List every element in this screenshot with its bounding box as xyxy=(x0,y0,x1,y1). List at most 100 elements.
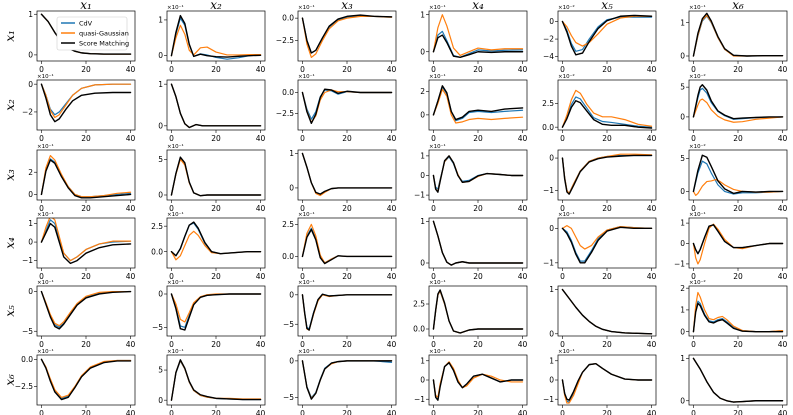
series-line-quasi-gaussian xyxy=(432,361,524,398)
y-tick-label: 0 xyxy=(549,376,554,385)
row-label: x₆ xyxy=(3,374,17,386)
x-tick-label: 40 xyxy=(518,134,528,143)
legend: CdV quasi-Gaussian Score Matching xyxy=(56,16,129,51)
series-line-score-matching xyxy=(301,293,393,331)
axis-multiplier: ×10⁻² xyxy=(689,143,706,150)
series-line-score-matching xyxy=(301,14,393,54)
y-tick-label: 5 xyxy=(680,83,685,92)
series-line-quasi-gaussian xyxy=(170,359,262,401)
y-tick-label: −1 xyxy=(414,395,425,404)
x-tick-label: 0 xyxy=(39,272,44,281)
y-tick-label: 0 xyxy=(28,238,33,247)
series-line-score-matching xyxy=(432,155,524,193)
x-tick-label: 40 xyxy=(778,204,788,213)
axis-multiplier: ×10⁻¹ xyxy=(298,73,315,80)
y-tick-label: 0.0 xyxy=(282,252,294,261)
series-line-score-matching xyxy=(170,293,262,331)
axis-multiplier: ×10⁻¹ xyxy=(37,279,54,286)
x-tick-label: 40 xyxy=(518,340,528,349)
x-tick-label: 0 xyxy=(39,340,44,349)
series-line-quasi-gaussian xyxy=(40,154,132,198)
y-tick-label: 0 xyxy=(28,287,33,296)
row-label: x₁ xyxy=(3,30,17,42)
series-line-cdv xyxy=(432,220,524,266)
y-tick-label: 0 xyxy=(549,154,554,163)
y-tick-label: 2.5 xyxy=(151,222,163,231)
x-tick-label: 20 xyxy=(602,204,612,213)
y-tick-label: 0 xyxy=(28,80,33,89)
column-title: x₆ xyxy=(732,0,744,12)
series-line-score-matching xyxy=(170,359,262,401)
row-label: x₅ xyxy=(3,305,17,317)
x-tick-label: 20 xyxy=(342,204,352,213)
y-tick-label: −1 xyxy=(543,186,554,195)
x-tick-label: 40 xyxy=(387,134,397,143)
panel-4-3: 0 20 40 0.0 2.5 ×10⁻¹ xyxy=(282,211,396,281)
series-line-cdv xyxy=(692,300,784,333)
x-tick-label: 20 xyxy=(211,134,221,143)
series-line-cdv xyxy=(692,224,784,255)
y-tick-label: 0 xyxy=(289,290,294,299)
column-title: x₄ xyxy=(472,0,484,12)
series-line-cdv xyxy=(40,219,132,262)
x-tick-label: 20 xyxy=(211,340,221,349)
series-line-score-matching xyxy=(170,156,262,197)
series-line-quasi-gaussian xyxy=(432,220,524,266)
axis-multiplier: ×10⁻¹ xyxy=(429,4,446,11)
x-tick-label: 20 xyxy=(211,65,221,74)
axis-multiplier: ×10⁻¹ xyxy=(429,143,446,150)
x-tick-label: 0 xyxy=(39,134,44,143)
series-line-cdv xyxy=(40,83,132,116)
x-tick-label: 0 xyxy=(560,272,565,281)
series-line-quasi-gaussian xyxy=(301,15,393,59)
y-tick-label: 2.5 xyxy=(413,300,425,309)
panel-2-3: 0 20 40 0.0 −2.5 ×10⁻¹ xyxy=(276,73,397,143)
x-tick-label: 20 xyxy=(733,340,743,349)
x-tick-label: 40 xyxy=(256,272,266,281)
panel-4-6: 0 20 40 0 1 −1 ×10⁻¹ xyxy=(674,211,788,281)
panel-2-4: 0 20 40 0 2 ×10⁻¹ xyxy=(420,73,527,143)
x-tick-label: 20 xyxy=(602,272,612,281)
y-tick-label: 0 xyxy=(680,239,685,248)
panel-3-6: 0 20 40 0 5 ×10⁻² xyxy=(680,143,787,213)
series-line-quasi-gaussian xyxy=(692,98,784,123)
x-tick-label: 0 xyxy=(431,340,436,349)
series-line-score-matching xyxy=(432,361,524,401)
x-tick-label: 0 xyxy=(431,65,436,74)
x-tick-label: 40 xyxy=(126,409,136,415)
x-tick-label: 20 xyxy=(473,340,483,349)
y-tick-label: 1 xyxy=(680,306,685,315)
series-line-quasi-gaussian xyxy=(692,14,784,57)
series-line-score-matching xyxy=(561,14,653,56)
y-tick-label: 0 xyxy=(420,47,425,56)
y-tick-label: 0 xyxy=(680,113,685,122)
y-tick-label: 0 xyxy=(158,121,163,130)
y-tick-label: 1 xyxy=(420,151,425,160)
x-tick-label: 20 xyxy=(342,409,352,415)
x-tick-label: 0 xyxy=(300,134,305,143)
series-line-score-matching xyxy=(432,289,524,334)
legend-label-score-matching: Score Matching xyxy=(79,40,129,48)
x-tick-label: 20 xyxy=(342,272,352,281)
x-tick-label: 20 xyxy=(81,272,91,281)
x-tick-label: 0 xyxy=(691,272,696,281)
axis-multiplier: ×10⁻² xyxy=(689,279,706,286)
panel-frame xyxy=(166,79,266,131)
x-tick-label: 20 xyxy=(473,65,483,74)
x-tick-label: 0 xyxy=(169,340,174,349)
y-tick-label: 0.0 xyxy=(413,325,425,334)
y-tick-label: −1 xyxy=(414,191,425,200)
series-line-cdv xyxy=(170,222,262,257)
panel-3-3: 0 20 40 0 1 xyxy=(289,149,396,213)
y-tick-label: 0 xyxy=(289,184,294,193)
axis-multiplier: ×10⁻¹ xyxy=(689,4,706,11)
x-tick-label: 0 xyxy=(300,65,305,74)
axis-multiplier: ×10⁻¹ xyxy=(37,143,54,150)
series-line-score-matching xyxy=(40,222,132,265)
x-tick-label: 40 xyxy=(256,65,266,74)
series-line-cdv xyxy=(561,96,653,128)
y-tick-label: 0 xyxy=(549,329,554,338)
x-tick-label: 20 xyxy=(602,65,612,74)
